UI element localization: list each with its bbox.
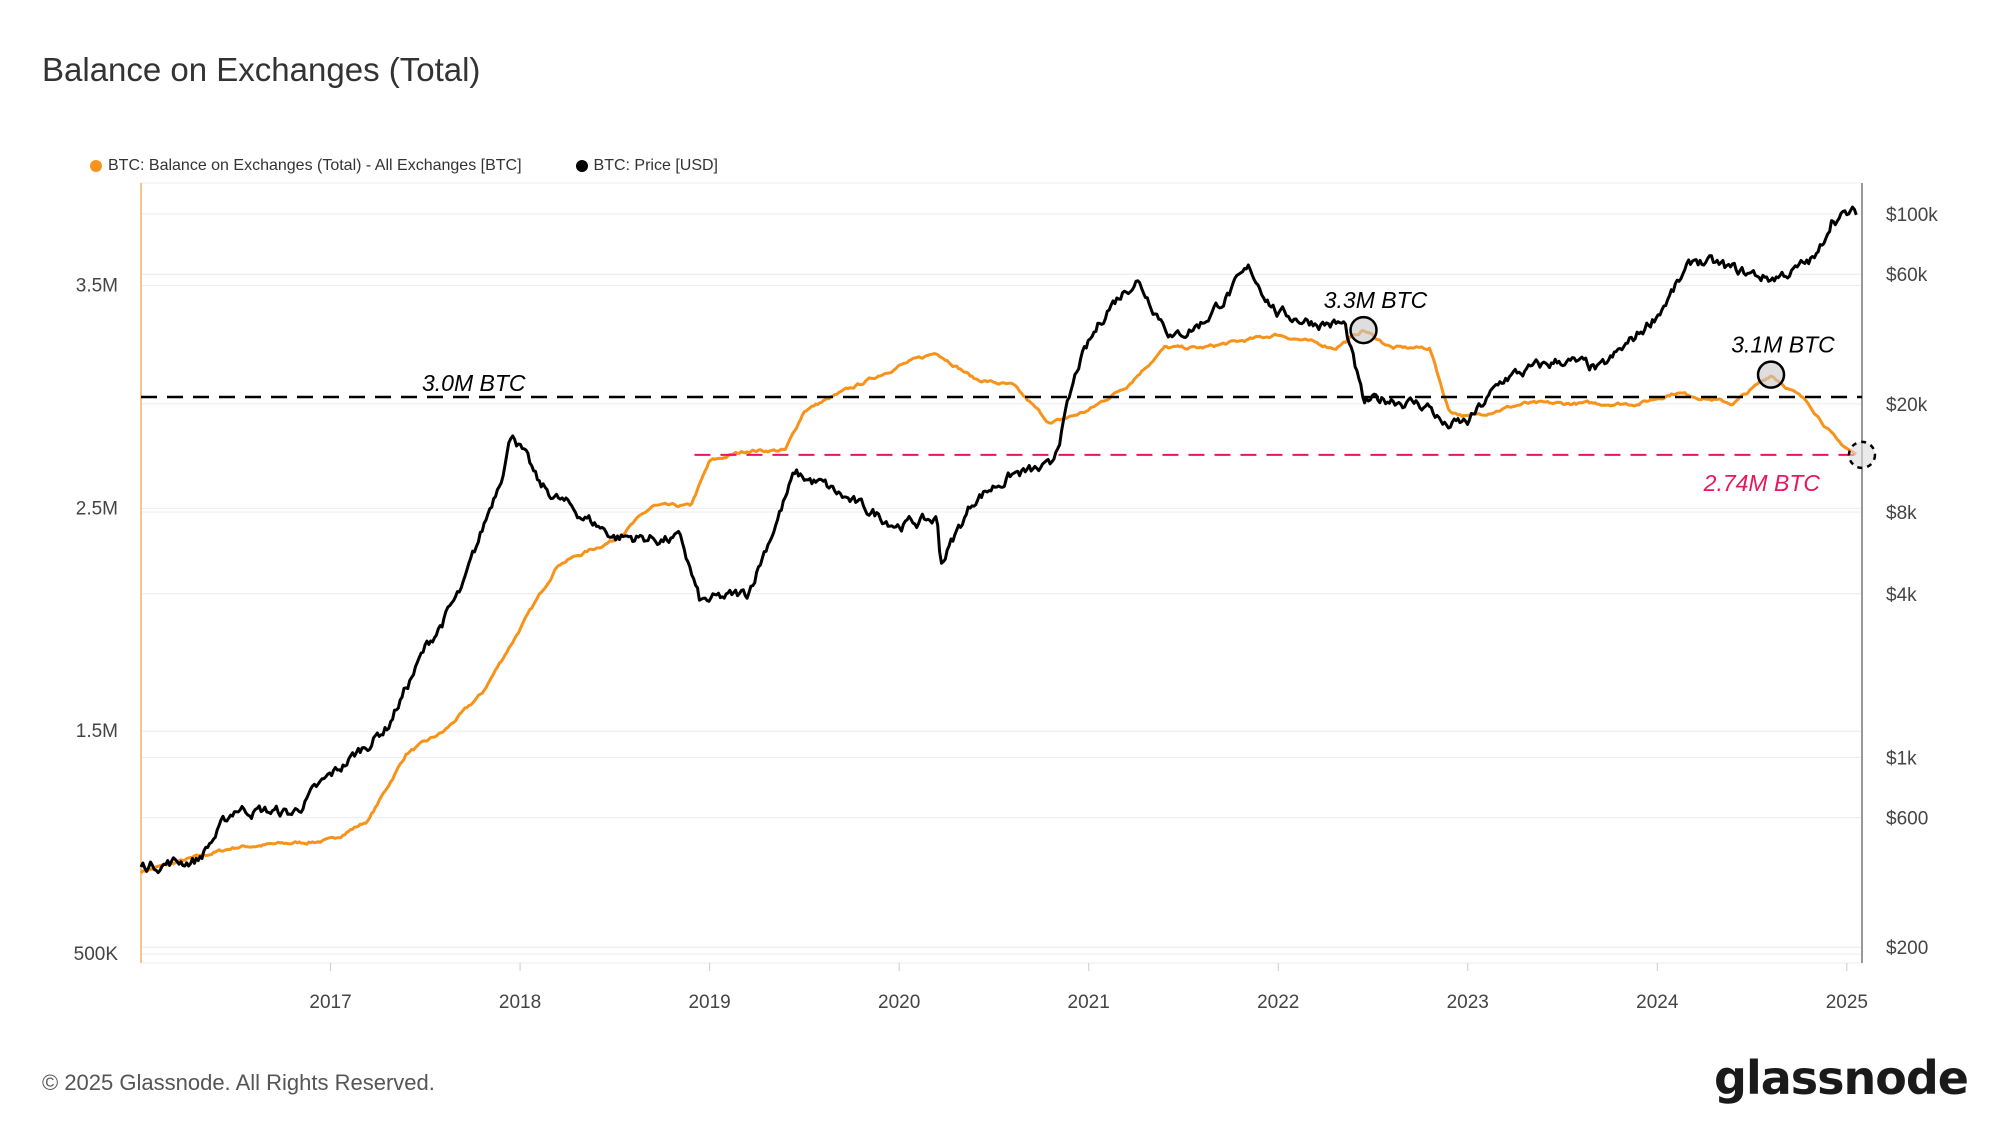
x-tick-label: 2017 <box>309 992 351 1013</box>
x-tick-label: 2018 <box>499 992 541 1013</box>
price-line <box>139 205 1858 875</box>
glassnode-logo: glassnode <box>1714 1051 1969 1105</box>
annotation-274m-label: 2.74M BTC <box>1703 470 1821 496</box>
legend-label-price: BTC: Price [USD] <box>593 157 718 174</box>
x-tick-label: 2019 <box>688 992 730 1013</box>
orange-dot-icon <box>90 160 102 172</box>
y-right-tick-label: $600 <box>1886 809 1928 830</box>
legend-item-price[interactable]: BTC: Price [USD] <box>575 156 718 176</box>
chart-title: Balance on Exchanges (Total) <box>42 51 481 88</box>
y-right-tick-label: $8k <box>1886 503 1917 524</box>
current-value-circle-icon <box>1847 440 1877 470</box>
y-left-tick-label: 3.5M <box>76 276 118 297</box>
x-tick-label: 2024 <box>1636 992 1679 1013</box>
plot-border <box>140 182 1863 964</box>
y-left-tick-label: 500K <box>74 944 119 965</box>
y-right-tick-label: $60k <box>1886 265 1928 286</box>
black-dot-icon <box>575 160 588 172</box>
highlight-circle-icon <box>1349 315 1378 345</box>
legend-label-balance: BTC: Balance on Exchanges (Total) - All … <box>108 157 522 174</box>
x-tick-label: 2022 <box>1257 992 1299 1013</box>
legend: BTC: Balance on Exchanges (Total) - All … <box>90 156 718 176</box>
highlight-circle-icon <box>1756 360 1786 389</box>
y-left-tick-label: 1.5M <box>76 721 118 742</box>
x-tick-label: 2020 <box>878 992 920 1013</box>
y-right-tick-label: $4k <box>1886 585 1917 606</box>
balance-line <box>139 329 1857 875</box>
x-tick-label: 2021 <box>1068 992 1110 1013</box>
y-left-tick-label: 2.5M <box>76 498 118 519</box>
y-right-tick-label: $20k <box>1886 395 1928 416</box>
axis-ticks: 500K 1.5M 2.5M 3.5M $200 $600 $1k $4k $8k $20k $60… <box>74 205 1939 1013</box>
annotation-circle-label: 3.1M BTC <box>1731 332 1835 358</box>
y-right-tick-label: $100k <box>1886 205 1938 226</box>
copyright-footer: © 2025 Glassnode. All Rights Reserved. <box>42 1070 435 1095</box>
annotation-circle-label: 3.3M BTC <box>1324 287 1428 313</box>
annotations: 3.0M BTC 2.74M BTC 3.3M BTC 3.1M BTC <box>141 287 1877 496</box>
y-right-tick-label: $1k <box>1886 748 1917 769</box>
x-tick-label: 2023 <box>1447 992 1489 1013</box>
series-lines <box>139 205 1858 875</box>
annotation-3m-label: 3.0M BTC <box>422 370 526 396</box>
legend-item-balance[interactable]: BTC: Balance on Exchanges (Total) - All … <box>90 156 522 176</box>
x-tick-label: 2025 <box>1826 992 1868 1013</box>
gridlines <box>140 182 1863 964</box>
y-right-tick-label: $200 <box>1886 938 1928 959</box>
